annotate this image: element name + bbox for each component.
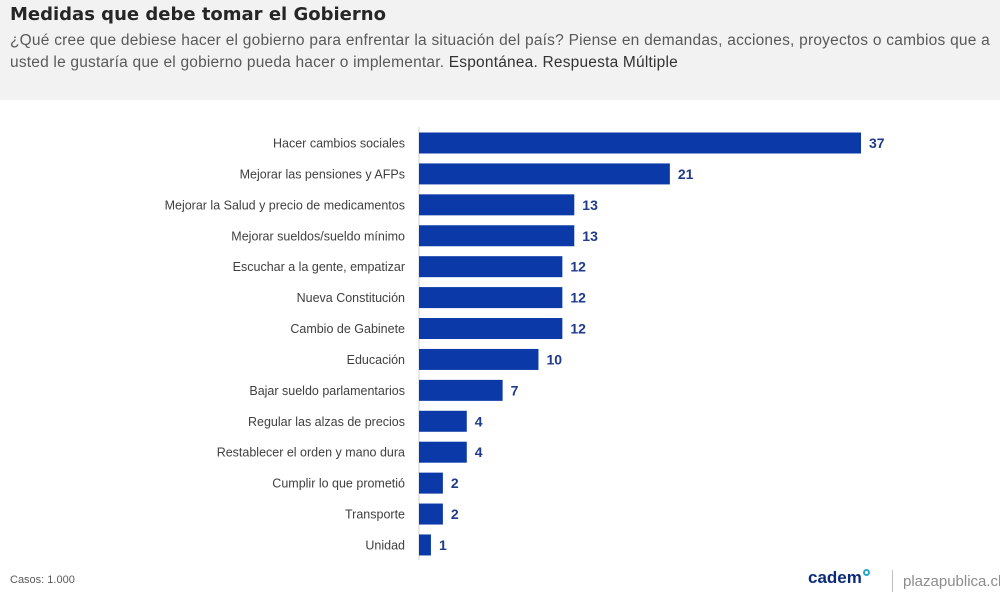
value-label: 4 xyxy=(475,444,483,460)
bar xyxy=(419,318,563,340)
bar xyxy=(419,503,443,525)
bar xyxy=(419,256,563,278)
value-label: 2 xyxy=(451,475,459,491)
question: ¿Qué cree que debiese hacer el gobierno … xyxy=(10,32,990,71)
value-label: 12 xyxy=(570,321,586,337)
category-label: Escuchar a la gente, empatizar xyxy=(233,260,405,274)
category-label: Restablecer el orden y mano dura xyxy=(217,446,405,460)
category-label: Mejorar sueldos/sueldo mínimo xyxy=(231,229,405,243)
value-label: 13 xyxy=(582,228,598,244)
logo-text: cadem xyxy=(808,568,862,587)
bar xyxy=(419,348,539,370)
bar xyxy=(419,534,431,556)
bar xyxy=(419,472,443,494)
category-label: Mejorar las pensiones y AFPs xyxy=(240,167,405,181)
value-label: 7 xyxy=(511,382,519,398)
category-label: Mejorar la Salud y precio de medicamento… xyxy=(165,198,405,212)
value-label: 12 xyxy=(570,259,586,275)
question-type: Espontánea. Respuesta Múltiple xyxy=(448,54,678,71)
bar xyxy=(419,163,670,185)
bar xyxy=(419,132,861,154)
category-label: Hacer cambios sociales xyxy=(273,137,405,151)
page-title: Medidas que debe tomar el Gobierno xyxy=(10,4,386,25)
bar xyxy=(419,379,503,401)
category-label: Transporte xyxy=(345,508,405,522)
category-label: Unidad xyxy=(365,538,405,552)
value-label: 12 xyxy=(570,290,586,306)
question-text: ¿Qué cree que debiese hacer el gobierno … xyxy=(10,30,990,74)
bar-chart: Hacer cambios sociales 37 Mejorar las pens… xyxy=(165,127,885,560)
category-label: Cambio de Gabinete xyxy=(290,322,405,336)
value-label: 2 xyxy=(451,506,459,522)
bar xyxy=(419,441,467,463)
value-label: 10 xyxy=(546,351,562,367)
logo-dot-icon xyxy=(862,569,870,576)
value-label: 37 xyxy=(869,135,885,151)
category-label: Regular las alzas de precios xyxy=(248,415,405,429)
footer-divider xyxy=(892,570,893,592)
category-label: Nueva Constitución xyxy=(297,291,405,305)
bar xyxy=(419,194,575,216)
category-label: Bajar sueldo parlamentarios xyxy=(249,384,405,398)
category-label: Cumplir lo que prometió xyxy=(272,477,405,491)
bar xyxy=(419,225,575,247)
header: Medidas que debe tomar el Gobierno ¿Qué … xyxy=(0,0,1000,100)
bar xyxy=(419,410,467,432)
category-label: Educación xyxy=(347,353,405,367)
cases-count: Casos: 1.000 xyxy=(10,574,75,586)
bar xyxy=(419,287,563,309)
cadem-logo: cadem xyxy=(808,568,870,588)
value-label: 1 xyxy=(439,537,447,553)
value-label: 13 xyxy=(582,197,598,213)
site-link[interactable]: plazapublica.cl xyxy=(903,573,1000,590)
value-label: 4 xyxy=(475,413,483,429)
value-label: 21 xyxy=(678,166,694,182)
